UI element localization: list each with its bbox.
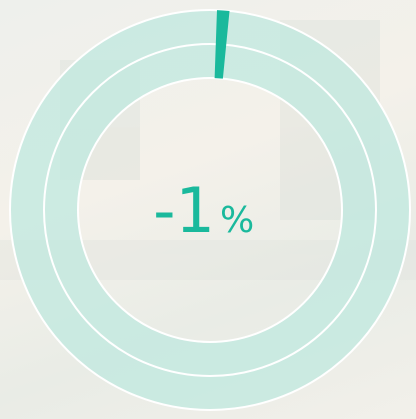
- gauge-value: -1: [153, 174, 215, 247]
- gauge: -1 %: [0, 0, 416, 419]
- gauge-widget: -1 %: [0, 0, 416, 419]
- gauge-unit: %: [220, 200, 254, 241]
